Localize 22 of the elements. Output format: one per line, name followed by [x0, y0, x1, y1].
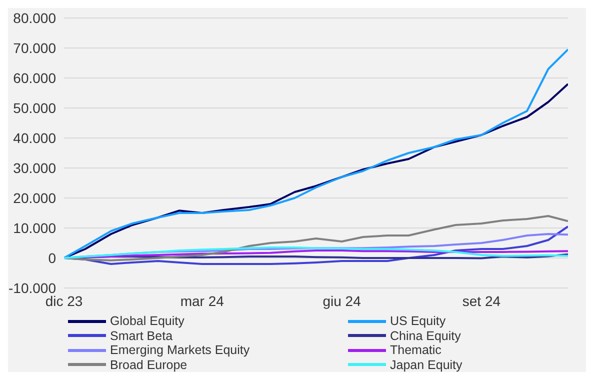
y-tick-label: 40.000: [13, 130, 56, 146]
y-tick-label: 60.000: [13, 70, 56, 86]
y-tick-label: 70.000: [13, 40, 56, 56]
legend-label: Global Equity: [110, 314, 184, 328]
y-tick-label: 30.000: [13, 160, 56, 176]
legend-label: Japan Equity: [390, 358, 462, 372]
line-series: [64, 48, 568, 259]
y-tick-label: 80.000: [13, 10, 56, 26]
legend-label: Broad Europe: [110, 358, 188, 372]
y-tick-label: 10.000: [13, 220, 56, 236]
x-tick-label: set 24: [462, 292, 501, 309]
line-series: [64, 246, 568, 259]
x-tick-label: giu 24: [322, 292, 362, 309]
y-tick-label: 0: [48, 250, 56, 266]
legend-label: Smart Beta: [110, 328, 173, 343]
x-tick-label: mar 24: [180, 292, 224, 309]
legend-label: Emerging Markets Equity: [110, 343, 250, 358]
y-tick-label: 50.000: [13, 100, 56, 116]
legend-label: Thematic: [390, 343, 442, 358]
legend-label: China Equity: [390, 328, 461, 343]
legend-label: US Equity: [390, 314, 446, 328]
y-tick-label: 20.000: [13, 190, 56, 206]
